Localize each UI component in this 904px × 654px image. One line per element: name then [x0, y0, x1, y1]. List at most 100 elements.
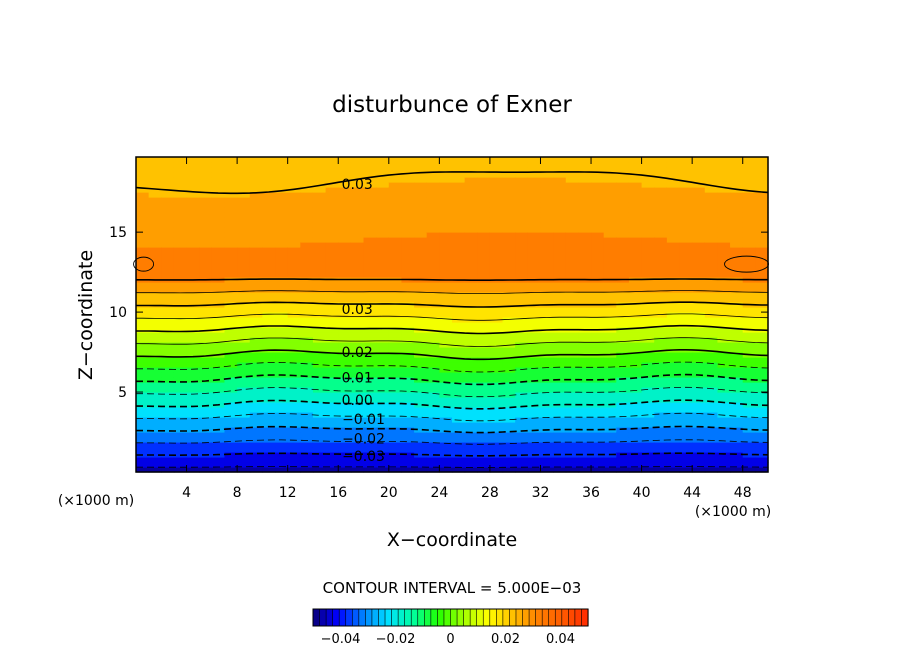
field-cell — [275, 232, 289, 238]
field-cell — [439, 242, 453, 248]
field-cell — [477, 217, 491, 223]
field-cell — [717, 207, 731, 213]
field-cell — [224, 382, 238, 388]
field-cell — [489, 337, 504, 343]
field-cell — [173, 332, 188, 338]
field-cell — [414, 247, 428, 253]
field-cell — [628, 322, 643, 328]
field-cell — [237, 157, 251, 163]
field-cell — [275, 197, 289, 203]
field-cell — [199, 307, 213, 313]
field-cell — [262, 377, 276, 383]
field-cell — [603, 192, 617, 198]
field-cell — [338, 352, 352, 358]
field-cell — [704, 412, 719, 418]
field-cell — [515, 337, 529, 343]
field-cell — [426, 382, 440, 388]
field-cell — [186, 177, 200, 183]
field-cell — [553, 332, 567, 338]
field-cell — [452, 197, 466, 203]
field-cell — [199, 467, 213, 473]
field-cell — [641, 242, 655, 248]
field-cell — [388, 217, 403, 223]
field-cell — [616, 407, 630, 413]
field-cell — [540, 227, 554, 233]
field-cell — [211, 337, 226, 343]
field-cell — [730, 217, 744, 223]
field-cell — [679, 182, 693, 188]
field-cell — [692, 342, 706, 348]
field-cell — [186, 367, 200, 373]
field-cell — [161, 197, 175, 203]
field-cell — [679, 467, 693, 473]
field-cell — [527, 242, 542, 248]
field-cell — [136, 417, 150, 423]
field-cell — [224, 367, 238, 373]
field-cell — [641, 217, 655, 223]
field-cell — [161, 247, 175, 253]
field-cell — [325, 287, 339, 293]
field-cell — [553, 442, 567, 448]
field-cell — [654, 202, 668, 208]
field-cell — [603, 437, 617, 443]
field-cell — [641, 352, 655, 358]
field-cell — [679, 252, 693, 258]
field-cell — [553, 167, 567, 173]
field-cell — [363, 202, 377, 208]
field-cell — [275, 402, 289, 408]
field-cell — [237, 292, 251, 298]
field-cell — [376, 262, 390, 268]
field-cell — [755, 312, 769, 318]
field-cell — [591, 457, 605, 463]
field-cell — [515, 252, 529, 258]
field-cell — [262, 212, 276, 218]
field-cell — [628, 312, 643, 318]
field-cell — [363, 237, 377, 243]
field-cell — [224, 252, 238, 258]
field-cell — [363, 382, 377, 388]
field-cell — [173, 232, 188, 238]
field-cell — [578, 462, 592, 468]
field-cell — [426, 442, 440, 448]
field-cell — [502, 232, 516, 238]
field-cell — [730, 232, 744, 238]
field-cell — [692, 357, 706, 363]
field-cell — [755, 447, 769, 453]
field-cell — [161, 232, 175, 238]
field-cell — [350, 222, 365, 228]
field-cell — [173, 402, 188, 408]
field-cell — [275, 452, 289, 458]
field-cell — [565, 247, 579, 253]
field-cell — [388, 402, 403, 408]
field-cell — [704, 282, 719, 288]
field-cell — [578, 172, 592, 178]
contour-line — [136, 301, 768, 308]
field-cell — [540, 372, 554, 378]
field-cell — [452, 447, 466, 453]
field-cell — [148, 267, 162, 273]
contour-lines — [133, 171, 769, 468]
field-cell — [755, 457, 769, 463]
field-cell — [136, 387, 150, 393]
field-cell — [641, 192, 655, 198]
field-cell — [502, 392, 516, 398]
field-cell — [237, 437, 251, 443]
field-cell — [426, 392, 440, 398]
field-cell — [401, 457, 415, 463]
field-cell — [477, 222, 491, 228]
field-cell — [363, 422, 377, 428]
field-cell — [249, 452, 263, 458]
field-cell — [300, 252, 314, 258]
field-cell — [717, 382, 731, 388]
field-cell — [502, 437, 516, 443]
field-cell — [704, 247, 719, 253]
field-cell — [325, 252, 339, 258]
contour-line — [136, 425, 769, 434]
field-cell — [275, 297, 289, 303]
field-cell — [692, 157, 706, 163]
field-cell — [553, 222, 567, 228]
field-cell — [136, 362, 150, 368]
field-cell — [527, 467, 542, 473]
field-cell — [730, 352, 744, 358]
contour-fill — [136, 157, 769, 473]
